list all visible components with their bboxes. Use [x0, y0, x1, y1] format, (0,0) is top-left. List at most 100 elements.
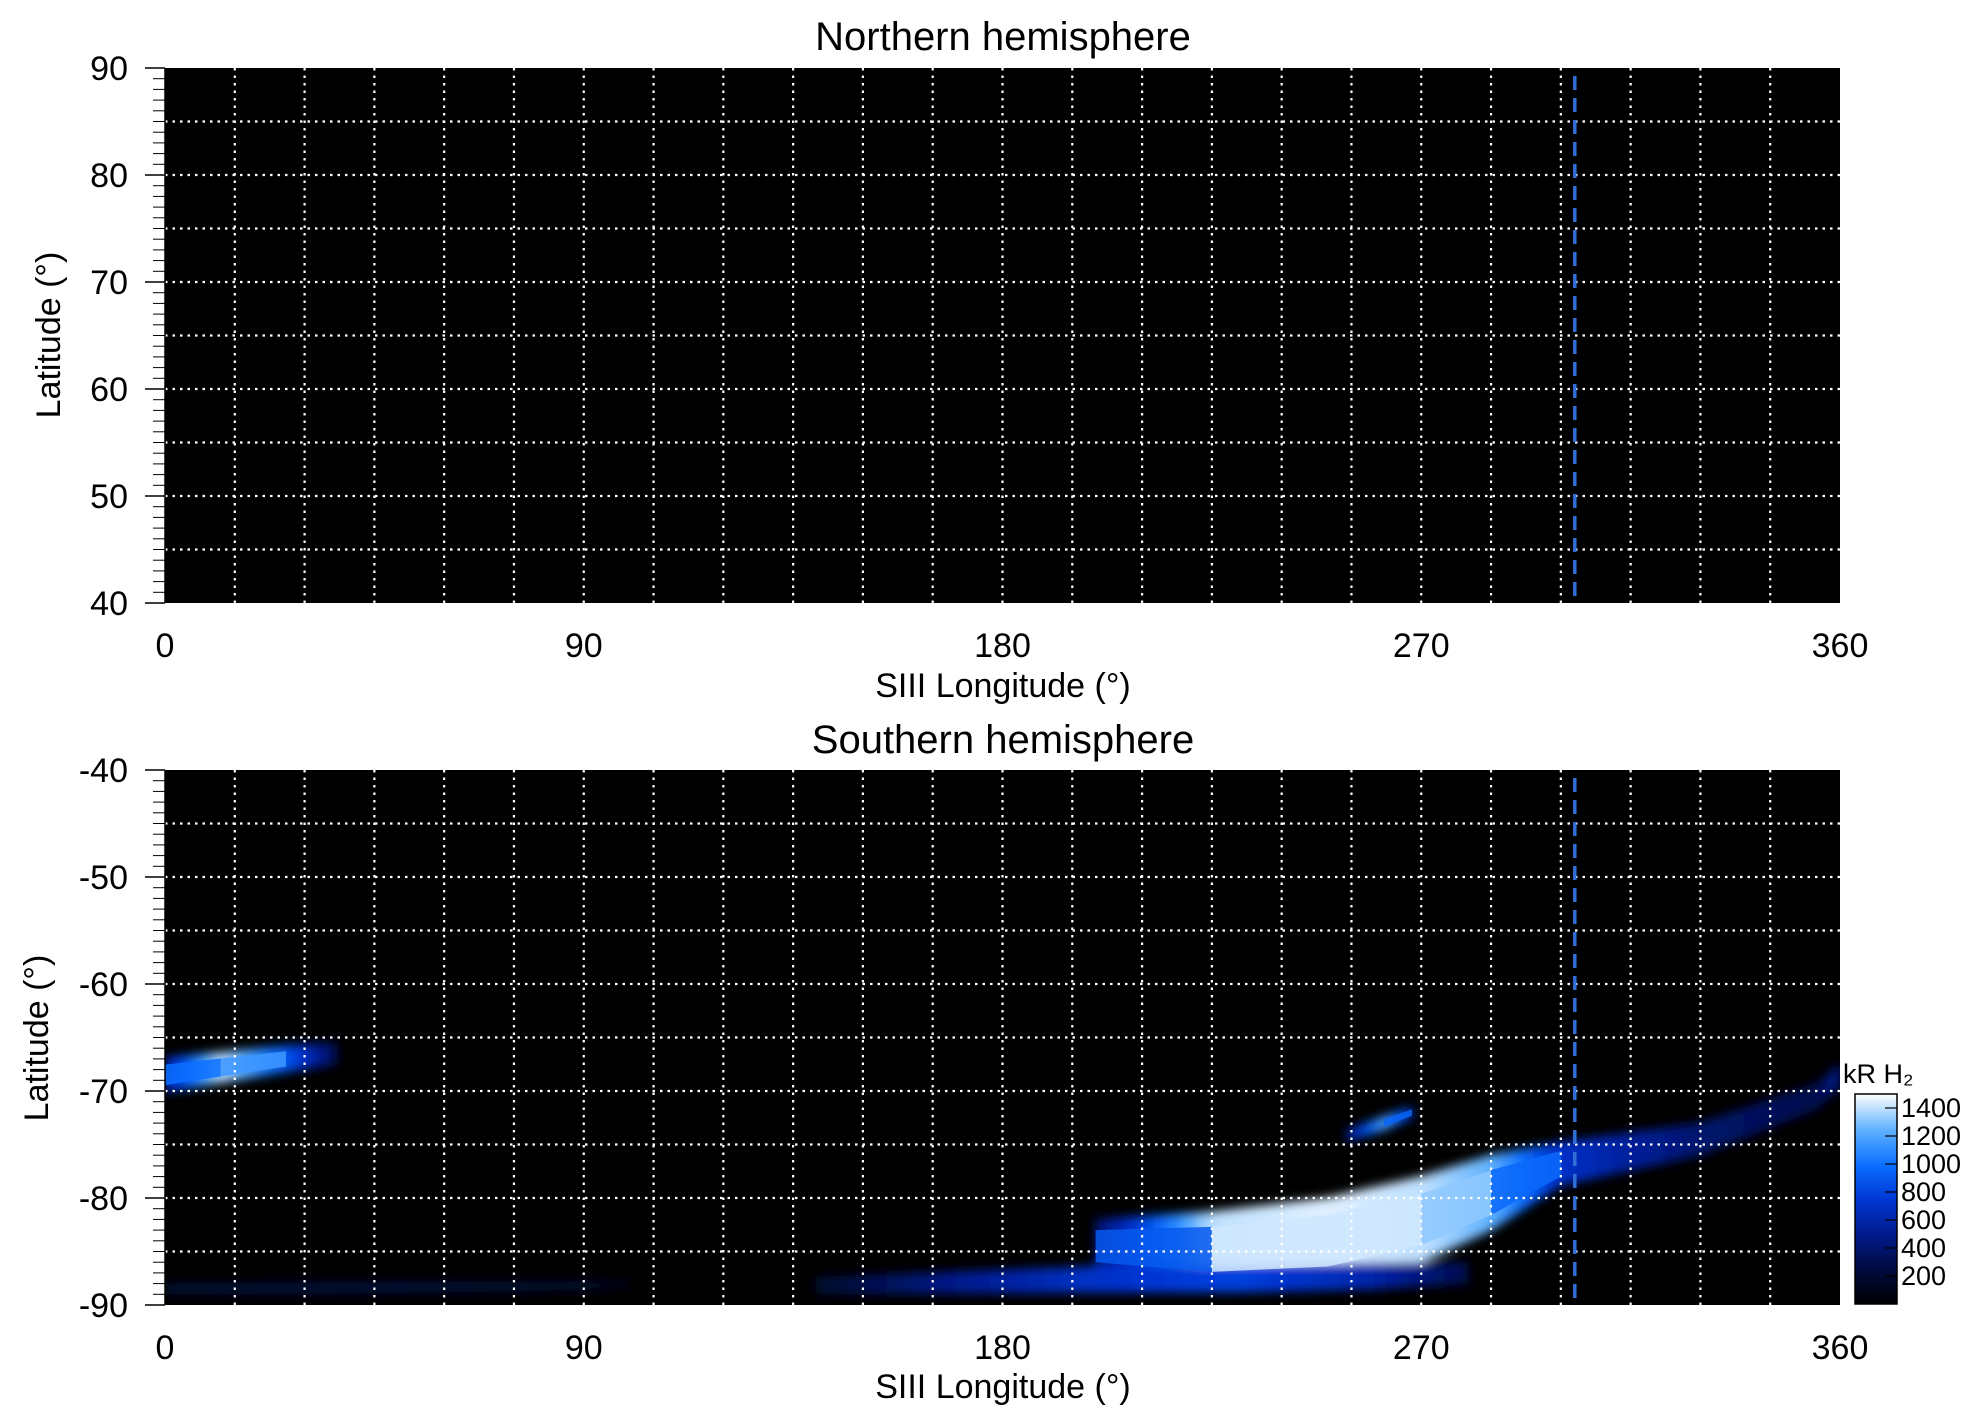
emission-segment [408, 1281, 439, 1293]
y-tick-label: -60 [79, 966, 128, 1004]
colorbar-tick-label: 1400 [1901, 1093, 1961, 1123]
emission-segment [868, 1273, 887, 1295]
emission-segment [304, 1043, 313, 1070]
emission-segment [350, 1281, 381, 1294]
emission-segment [211, 1282, 236, 1295]
north-x-label: SIII Longitude (°) [875, 667, 1131, 705]
emission-segment [317, 1043, 325, 1068]
emission-segment [187, 1282, 213, 1295]
emission-segment [903, 1272, 922, 1295]
emission-segment [1339, 1262, 1358, 1291]
emission-segment [165, 1282, 189, 1295]
emission-segment [618, 1280, 625, 1289]
y-tick-label: -80 [79, 1180, 128, 1218]
emission-segment [600, 1280, 608, 1290]
emission-segment [379, 1281, 410, 1294]
y-tick-label: -50 [79, 859, 128, 897]
emission-segment [1129, 1265, 1149, 1293]
emission-segment [327, 1282, 352, 1294]
north-title: Northern hemisphere [815, 15, 1191, 59]
north-grid [165, 68, 1840, 603]
colorbar-tick-label: 400 [1901, 1233, 1946, 1263]
x-tick-label: 90 [565, 1329, 603, 1367]
emission-segment [1801, 1082, 1818, 1116]
emission-segment [291, 1044, 300, 1072]
north-y-label: Latitude (°) [30, 252, 68, 419]
emission-segment [1682, 1122, 1701, 1160]
emission-segment [612, 1280, 620, 1289]
emission-segment [815, 1275, 835, 1295]
north-minor-ticks [153, 67, 166, 604]
emission-segment [850, 1274, 870, 1295]
emission-segment [1321, 1263, 1341, 1291]
emission-segment [554, 1280, 585, 1291]
emission-band [165, 1279, 631, 1295]
colorbar-tick-label: 800 [1901, 1177, 1946, 1207]
emission-segment [1077, 1265, 1097, 1293]
y-tick-label: 70 [90, 264, 128, 302]
emission-core-segment [1421, 1170, 1492, 1246]
emission-segment [1836, 1063, 1840, 1090]
emission-segment [496, 1281, 527, 1292]
emission-segment [990, 1269, 1009, 1294]
emission-segment [1728, 1107, 1745, 1145]
emission-segment [1112, 1265, 1131, 1293]
emission-segment [437, 1281, 468, 1293]
emission-segment [311, 1043, 319, 1069]
emission-segment [920, 1271, 940, 1295]
x-tick-label: 0 [156, 627, 175, 665]
emission-core-segment [1384, 1109, 1412, 1127]
south-x-ticks: 0 90 180 270 360 [156, 1329, 1869, 1367]
south-minor-ticks [153, 769, 166, 1306]
y-tick-label: -40 [79, 752, 128, 790]
emission-band [815, 1261, 1469, 1295]
emission-segment [466, 1281, 498, 1293]
emission-segment [589, 1280, 596, 1291]
emission-segment [1355, 1124, 1362, 1140]
emission-core-segment [165, 1058, 221, 1086]
y-tick-label: 40 [90, 585, 128, 623]
emission-segment [606, 1280, 614, 1289]
south-grid [165, 770, 1840, 1305]
emission-segment [1385, 1262, 1399, 1289]
emission-segment [955, 1270, 974, 1294]
emission-segment [1042, 1267, 1062, 1294]
south-plot-area [165, 770, 1840, 1305]
south-title: Southern hemisphere [812, 718, 1194, 762]
colorbar-tick-label: 200 [1901, 1261, 1946, 1291]
emission-segment [1374, 1262, 1387, 1290]
emission-segment [280, 1282, 306, 1295]
north-x-ticks: 0 90 180 270 360 [156, 627, 1869, 665]
emission-segment [1360, 1122, 1366, 1138]
emission-segment [1420, 1262, 1434, 1287]
emission-segment [1743, 1102, 1760, 1139]
colorbar-tick-label: 1200 [1901, 1121, 1961, 1151]
emission-segment [323, 1042, 332, 1067]
emission-segment [1699, 1117, 1716, 1156]
x-tick-label: 360 [1812, 1329, 1869, 1367]
x-tick-label: 180 [974, 627, 1031, 665]
emission-segment [1455, 1261, 1469, 1285]
emission-segment [1095, 1265, 1114, 1293]
emission-core-segment [1328, 1193, 1422, 1267]
y-tick-label: -90 [79, 1287, 128, 1325]
emission-segment [594, 1280, 602, 1290]
y-tick-label: 50 [90, 478, 128, 516]
emission-segment [1630, 1129, 1649, 1171]
y-tick-label: 80 [90, 157, 128, 195]
north-plot-area [165, 68, 1840, 603]
x-tick-label: 360 [1812, 627, 1869, 665]
south-panel: Southern hemisphere -40 -50 -60 -70 -80 -90 0… [18, 718, 1868, 1406]
emission-segment [1612, 1132, 1632, 1175]
emission-segment [972, 1269, 992, 1294]
emission-segment [1025, 1267, 1044, 1294]
y-tick-label: -70 [79, 1073, 128, 1111]
x-tick-label: 90 [565, 627, 603, 665]
emission-segment [1772, 1092, 1789, 1128]
emission-segment [833, 1275, 852, 1295]
emission-segment [525, 1281, 556, 1292]
emission-segment [885, 1273, 905, 1295]
